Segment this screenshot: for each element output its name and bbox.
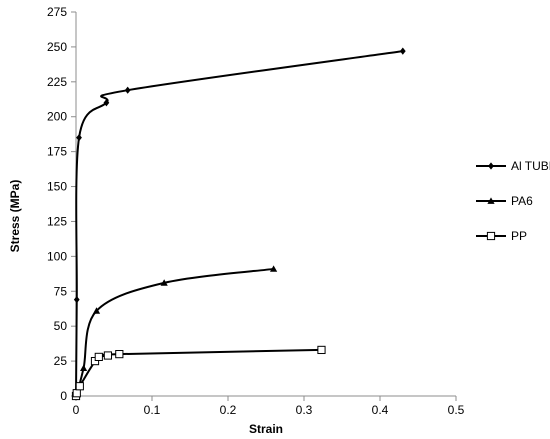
legend-label: PA6 (511, 194, 533, 208)
legend-marker (488, 162, 494, 170)
y-tick-label: 0 (60, 389, 67, 403)
data-point (75, 382, 84, 391)
data-point (270, 265, 278, 272)
legend-item: PA6 (476, 194, 533, 208)
y-tick-label: 125 (47, 214, 67, 228)
legend: Al TUBE PA6 PP (476, 159, 550, 243)
legend-item: Al TUBE (476, 159, 550, 173)
data-point (72, 389, 81, 398)
series-0 (73, 47, 406, 400)
y-axis-title-group: Stress (MPa) (8, 180, 22, 253)
series-line (75, 50, 403, 397)
data-point (160, 279, 168, 286)
y-tick-label: 175 (47, 145, 67, 159)
y-axis-ticks: 0 25 50 75 100 125 150 175 200 225 250 275 (47, 5, 76, 403)
data-point (94, 352, 103, 362)
series-line (75, 348, 322, 397)
x-tick-label: 0.4 (372, 403, 389, 417)
x-tick-label: 0.1 (144, 403, 161, 417)
y-tick-label: 275 (47, 5, 67, 19)
x-tick-label: 0 (73, 403, 80, 417)
x-tick-label: 0.3 (296, 403, 313, 417)
data-point (399, 47, 406, 55)
data-point (317, 345, 326, 355)
y-tick-label: 250 (47, 40, 67, 54)
series-2 (71, 345, 326, 401)
legend-label: PP (511, 229, 527, 243)
y-tick-label: 100 (47, 249, 67, 263)
x-tick-label: 0.5 (448, 403, 465, 417)
data-point (103, 351, 113, 360)
y-axis-title: Stress (MPa) (8, 180, 22, 253)
legend-marker (487, 197, 495, 204)
y-tick-label: 225 (47, 75, 67, 89)
y-tick-label: 50 (54, 319, 68, 333)
data-point (80, 364, 88, 371)
data-point (115, 350, 124, 359)
data-point (92, 307, 101, 314)
x-axis-title: Strain (249, 422, 283, 436)
series-1 (72, 265, 278, 399)
x-tick-label: 0.2 (220, 403, 237, 417)
y-tick-label: 200 (47, 110, 67, 124)
x-axis-ticks: 0 0.1 0.2 0.3 0.4 0.5 (73, 396, 465, 417)
data-point (76, 134, 82, 142)
y-tick-label: 25 (54, 354, 68, 368)
series-layer (71, 47, 406, 401)
series-line (74, 267, 274, 399)
legend-item: PP (476, 229, 527, 243)
legend-label: Al TUBE (511, 159, 550, 173)
data-point (124, 86, 131, 94)
y-tick-label: 150 (47, 180, 67, 194)
data-point (103, 99, 110, 107)
y-tick-label: 75 (54, 284, 68, 298)
legend-marker (486, 231, 496, 241)
data-point (73, 296, 80, 304)
